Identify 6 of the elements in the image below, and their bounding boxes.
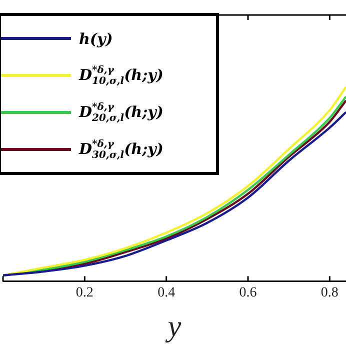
x-tick-label: 0.6	[239, 285, 257, 300]
x-tick-label: 0.2	[76, 285, 94, 300]
x-axis-title: y	[164, 310, 182, 343]
x-tick-label: 0.8	[320, 285, 338, 300]
x-tick-label: 0.4	[158, 285, 176, 300]
legend-label: h(y)	[79, 30, 113, 48]
